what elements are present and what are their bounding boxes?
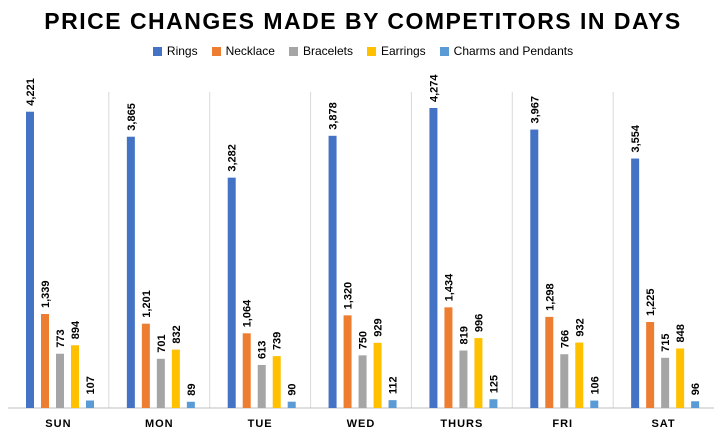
bar — [343, 315, 352, 408]
bar — [575, 342, 584, 408]
data-label: 613 — [257, 341, 269, 359]
bar — [141, 323, 150, 408]
legend-label: Rings — [166, 44, 198, 58]
data-label: 766 — [559, 330, 571, 348]
category-label: TUE — [248, 418, 273, 430]
bar — [459, 350, 468, 408]
legend-swatch — [288, 46, 298, 56]
data-label: 112 — [388, 376, 400, 394]
bar — [242, 333, 251, 408]
bar — [388, 400, 397, 408]
data-label: 4,221 — [25, 78, 37, 106]
category-label: WED — [347, 418, 376, 430]
bar — [429, 108, 438, 408]
data-label: 96 — [690, 383, 702, 395]
data-label: 107 — [85, 376, 97, 394]
data-label: 3,878 — [328, 102, 340, 130]
category-label: MON — [145, 418, 174, 430]
data-label: 773 — [55, 329, 67, 347]
legend-swatch — [366, 46, 376, 56]
data-label: 996 — [473, 314, 485, 332]
bar — [560, 354, 569, 408]
bar — [489, 399, 498, 408]
data-label: 832 — [171, 325, 183, 343]
bar — [358, 355, 367, 408]
bar — [227, 177, 236, 408]
data-label: 125 — [488, 375, 500, 393]
legend-label: Bracelets — [302, 44, 353, 58]
data-label: 3,967 — [529, 96, 541, 124]
legend-item: Rings — [152, 44, 198, 58]
data-label: 3,282 — [227, 144, 239, 172]
bar — [530, 129, 539, 409]
data-label: 750 — [358, 331, 370, 349]
bar — [661, 357, 670, 408]
bar — [631, 158, 640, 408]
bar — [56, 353, 64, 408]
legend-swatch — [152, 46, 162, 56]
data-label: 90 — [287, 383, 299, 395]
bar — [444, 307, 453, 408]
data-label: 106 — [589, 376, 601, 394]
data-label: 1,201 — [141, 290, 153, 318]
legend-item: Charms and Pendants — [439, 44, 574, 58]
data-label: 1,225 — [645, 288, 657, 316]
bar — [272, 356, 281, 408]
bar — [474, 338, 483, 408]
bar — [646, 322, 655, 408]
data-label: 1,064 — [242, 299, 254, 327]
data-label: 1,320 — [343, 282, 355, 310]
data-label: 848 — [675, 324, 687, 342]
data-label: 929 — [373, 318, 385, 336]
bar — [590, 400, 599, 408]
legend-item: Earrings — [366, 44, 426, 58]
data-label: 932 — [574, 318, 586, 336]
bar — [373, 342, 382, 408]
legend-label: Earrings — [380, 44, 426, 58]
bar — [287, 401, 296, 408]
data-label: 3,865 — [126, 103, 138, 131]
data-label: 819 — [458, 326, 470, 344]
legend: Rings Necklace Bracelets Earrings Charms and… — [0, 44, 726, 58]
bar — [26, 111, 34, 409]
legend-label: Necklace — [225, 44, 275, 58]
data-label: 4,274 — [428, 74, 440, 102]
category-label: FRI — [552, 418, 573, 430]
data-label: 1,339 — [40, 280, 52, 308]
bar — [691, 401, 700, 408]
bar — [545, 316, 554, 408]
chart-title: PRICE CHANGES MADE BY COMPETITORS IN DAY… — [44, 8, 682, 34]
data-label: 894 — [70, 320, 82, 339]
bar — [676, 348, 685, 408]
bar — [328, 135, 337, 409]
bar — [186, 401, 195, 408]
bar — [171, 349, 180, 408]
legend-item: Bracelets — [288, 44, 353, 58]
data-label: 89 — [186, 384, 198, 396]
bar — [86, 400, 94, 408]
data-label: 715 — [660, 333, 672, 351]
legend-swatch — [211, 46, 221, 56]
bar — [71, 345, 79, 408]
data-label: 739 — [272, 332, 284, 350]
legend-swatch — [439, 46, 449, 56]
bar — [156, 358, 165, 408]
category-label: SAT — [651, 418, 675, 430]
legend-label: Charms and Pendants — [453, 44, 574, 58]
legend-item: Necklace — [211, 44, 275, 58]
category-label: SUN — [45, 418, 71, 430]
data-label: 1,298 — [544, 283, 556, 311]
bar — [41, 314, 49, 408]
data-label: 701 — [156, 334, 168, 352]
bar — [126, 136, 135, 408]
category-label: THURS — [440, 418, 483, 430]
data-label: 3,554 — [630, 124, 642, 152]
data-label: 1,434 — [443, 273, 455, 301]
bar — [257, 364, 266, 408]
